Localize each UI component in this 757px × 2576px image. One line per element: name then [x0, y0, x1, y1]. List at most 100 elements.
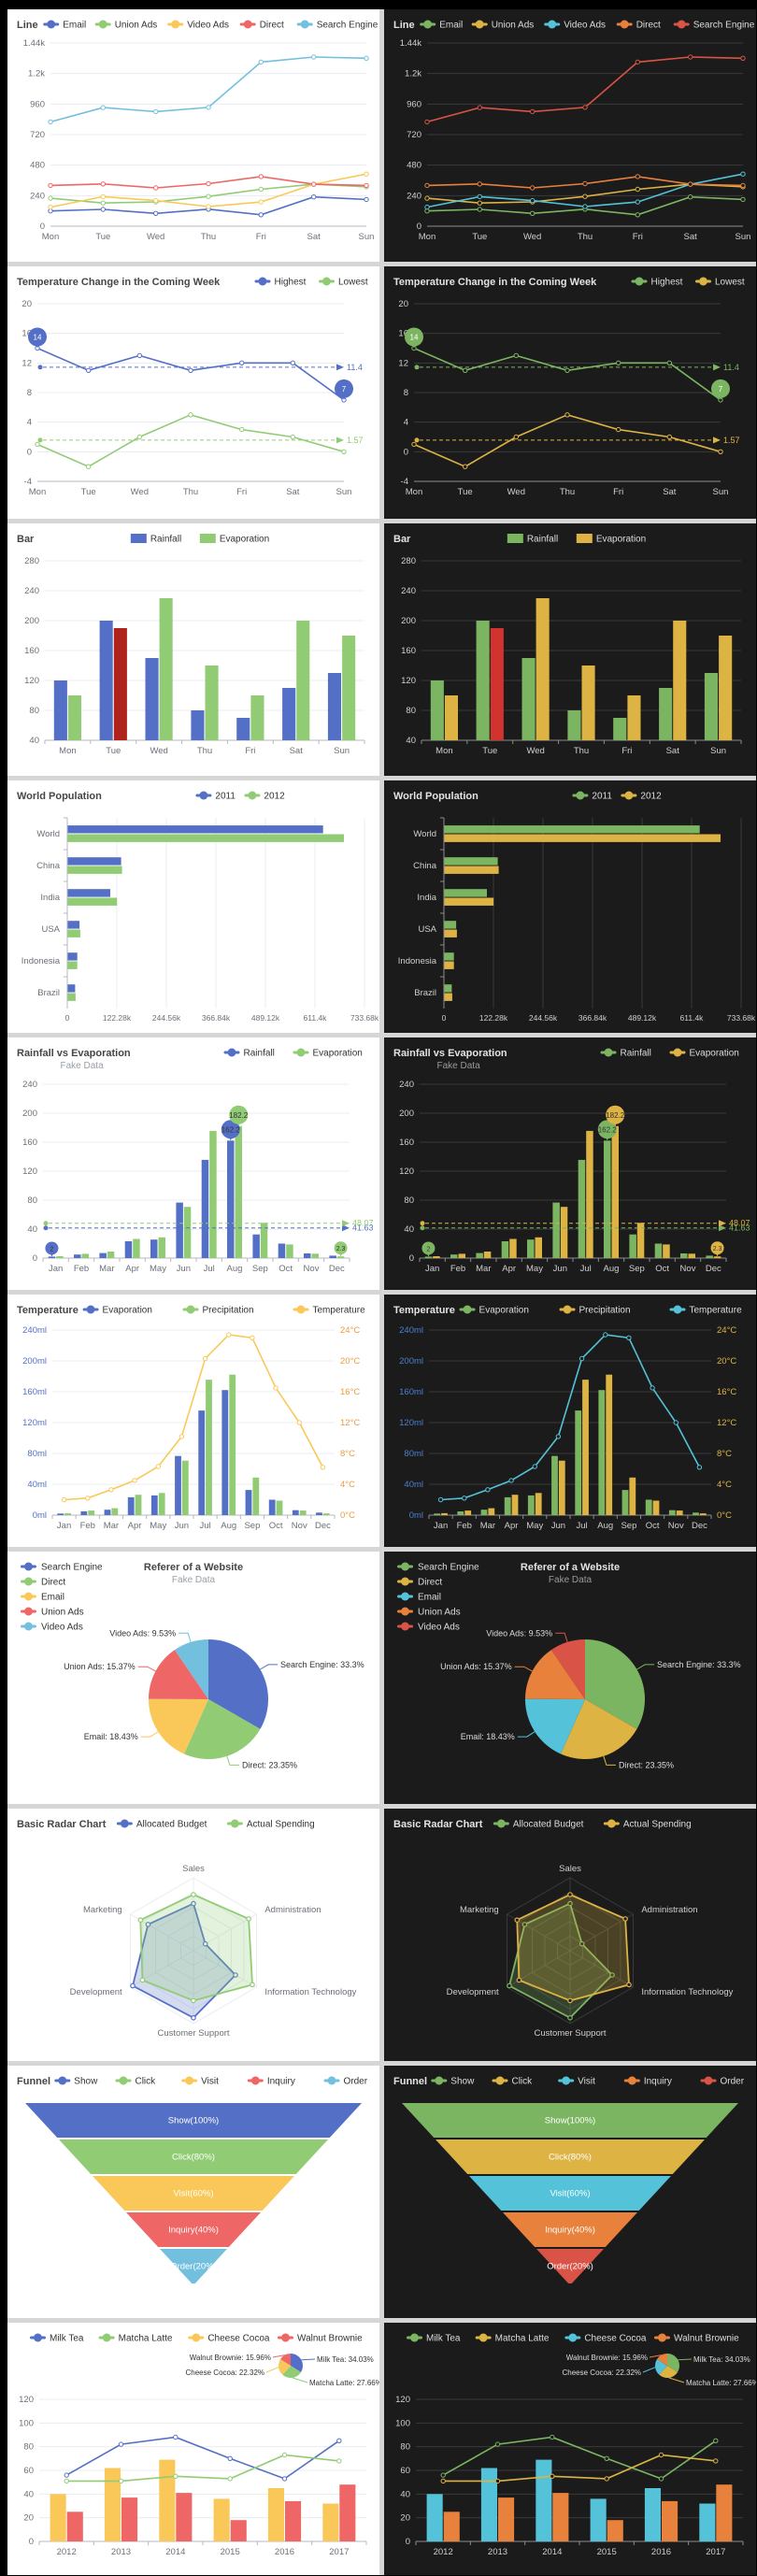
legend-item-search-engine[interactable]: Search Engine	[397, 1562, 479, 1573]
legend-item-milk-tea[interactable]: Milk Tea	[407, 2333, 461, 2344]
pie-slice-union-ads[interactable]: Union Ads: 15.37%	[64, 1650, 208, 1699]
legend-item-video-ads[interactable]: Video Ads	[544, 20, 606, 31]
funnel-slice-show[interactable]: Show(100%)	[25, 2103, 362, 2138]
legend-item-cheese-cocoa[interactable]: Cheese Cocoa	[188, 2333, 270, 2344]
funnel-slice-visit[interactable]: Visit(60%)	[469, 2176, 671, 2211]
legend-item-video-ads[interactable]: Video Ads	[167, 20, 229, 31]
pie-slice-search-engine[interactable]: Search Engine: 33.3%	[208, 1639, 364, 1729]
legend-item-walnut-brownie[interactable]: Walnut Brownie	[278, 2333, 363, 2344]
pie-slice-search-engine[interactable]: Search Engine: 33.3%	[585, 1639, 741, 1729]
legend-item-highest[interactable]: Highest	[254, 277, 307, 288]
funnel-slice-inquiry[interactable]: Inquiry(40%)	[503, 2212, 637, 2247]
legend-item-precipitation[interactable]: Precipitation	[182, 1305, 254, 1316]
funnel-slice-inquiry[interactable]: Inquiry(40%)	[126, 2212, 261, 2247]
legend-item-matcha-latte[interactable]: Matcha Latte	[475, 2333, 550, 2344]
legend-item-evaporation[interactable]: Evaporation	[576, 534, 646, 545]
legend-item-direct[interactable]: Direct	[21, 1577, 65, 1588]
legend-item-2012[interactable]: 2012	[621, 791, 662, 802]
legend-item-direct[interactable]: Direct	[397, 1577, 442, 1588]
legend-item-email[interactable]: Email	[397, 1592, 441, 1603]
legend-item-allocated-budget[interactable]: Allocated Budget	[116, 1819, 207, 1830]
legend-item-email[interactable]: Email	[420, 20, 463, 31]
legend-item-evaporation[interactable]: Evaporation	[199, 534, 269, 545]
legend-item-cheese-cocoa[interactable]: Cheese Cocoa	[564, 2333, 647, 2344]
svg-text:India: India	[417, 893, 436, 903]
legend-item-visit[interactable]: Visit	[181, 2076, 219, 2087]
legend-item-walnut-brownie[interactable]: Walnut Brownie	[654, 2333, 739, 2344]
legend-item-visit[interactable]: Visit	[558, 2076, 595, 2087]
legend-item-click[interactable]: Click	[492, 2076, 533, 2087]
x-axis: Mon Tue Wed Thu Fri Sat Sun	[29, 487, 352, 497]
svg-text:Matcha Latte: 27.66%: Matcha Latte: 27.66%	[309, 2379, 379, 2387]
legend-item-show[interactable]: Show	[431, 2076, 475, 2087]
funnel-slice-visit[interactable]: Visit(60%)	[93, 2176, 294, 2211]
funnel-slice-click[interactable]: Click(80%)	[59, 2140, 328, 2174]
funnel-slice-order[interactable]: Order(20%)	[160, 2249, 227, 2283]
legend-item-order[interactable]: Order	[700, 2076, 745, 2087]
svg-text:Jul: Jul	[204, 1264, 215, 1274]
pie-slice-union-ads[interactable]: Union Ads: 15.37%	[440, 1650, 585, 1699]
funnel-slice-click[interactable]: Click(80%)	[436, 2140, 705, 2174]
pie-slice-email[interactable]: Email: 18.43%	[84, 1698, 208, 1754]
legend-item-highest[interactable]: Highest	[631, 277, 683, 288]
svg-text:Video Ads: Video Ads	[41, 1623, 83, 1633]
legend-item-union-ads[interactable]: Union Ads	[397, 1607, 461, 1618]
legend-item-actual-spending[interactable]: Actual Spending	[226, 1819, 315, 1830]
legend-item-union-ads[interactable]: Union Ads	[471, 20, 535, 31]
legend-item-allocated-budget[interactable]: Allocated Budget	[493, 1819, 584, 1830]
legend-item-direct[interactable]: Direct	[239, 20, 284, 31]
legend-item-direct[interactable]: Direct	[616, 20, 661, 31]
legend-item-evaporation[interactable]: Evaporation	[669, 1048, 739, 1059]
legend-item-union-ads[interactable]: Union Ads	[94, 20, 158, 31]
legend-item-video-ads[interactable]: Video Ads	[397, 1622, 460, 1633]
legend-item-2011[interactable]: 2011	[195, 791, 236, 802]
legend-item-milk-tea[interactable]: Milk Tea	[30, 2333, 84, 2344]
svg-text:May: May	[526, 1521, 543, 1531]
legend-item-temperature[interactable]: Temperature	[669, 1305, 743, 1316]
svg-text:Fake Data: Fake Data	[437, 1061, 481, 1071]
legend-item-rainfall[interactable]: Rainfall	[130, 534, 181, 545]
legend-item-actual-spending[interactable]: Actual Spending	[603, 1819, 692, 1830]
svg-text:Thu: Thu	[578, 232, 593, 242]
legend-item-evaporation[interactable]: Evaporation	[293, 1048, 363, 1059]
legend-item-search-engine[interactable]: Search Engine	[296, 20, 378, 31]
legend-item-union-ads[interactable]: Union Ads	[21, 1607, 84, 1618]
legend-item-click[interactable]: Click	[115, 2076, 156, 2087]
legend-item-email[interactable]: Email	[21, 1592, 64, 1603]
legend-item-rainfall[interactable]: Rainfall	[223, 1048, 275, 1059]
svg-text:Bar: Bar	[17, 534, 35, 545]
legend-item-email[interactable]: Email	[43, 20, 86, 31]
legend-item-temperature[interactable]: Temperature	[293, 1305, 366, 1316]
legend-item-evaporation[interactable]: Evaporation	[82, 1305, 152, 1316]
legend-item-rainfall[interactable]: Rainfall	[507, 534, 558, 545]
legend-item-search-engine[interactable]: Search Engine	[21, 1562, 103, 1573]
legend-item-order[interactable]: Order	[323, 2076, 368, 2087]
legend-item-2012[interactable]: 2012	[244, 791, 285, 802]
legend-item-lowest[interactable]: Lowest	[695, 277, 745, 288]
legend-item-precipitation[interactable]: Precipitation	[559, 1305, 631, 1316]
legend-item-evaporation[interactable]: Evaporation	[459, 1305, 529, 1316]
svg-text:Apr: Apr	[502, 1264, 516, 1274]
funnel-slice-order[interactable]: Order(20%)	[536, 2249, 604, 2283]
funnel-slice-show[interactable]: Show(100%)	[402, 2103, 738, 2138]
pie-slice-video-ads[interactable]: Video Ads: 9.53%	[109, 1628, 208, 1699]
pie-slice-email[interactable]: Email: 18.43%	[461, 1698, 585, 1754]
svg-text:2011: 2011	[215, 792, 236, 802]
x-axis: Mon Tue Wed Thu Fri Sat Sun	[419, 232, 751, 242]
pie-slice-direct[interactable]: Direct: 23.35%	[560, 1699, 674, 1769]
svg-text:Temperature: Temperature	[393, 1305, 455, 1316]
pie-slice-direct[interactable]: Direct: 23.35%	[183, 1699, 297, 1769]
legend-item-search-engine[interactable]: Search Engine	[673, 20, 755, 31]
svg-text:1.57: 1.57	[347, 436, 364, 445]
legend-item-lowest[interactable]: Lowest	[319, 277, 368, 288]
pie-slice-video-ads[interactable]: Video Ads: 9.53%	[486, 1628, 585, 1699]
legend-item-rainfall[interactable]: Rainfall	[600, 1048, 651, 1059]
legend-item-inquiry[interactable]: Inquiry	[247, 2076, 295, 2087]
svg-text:Order(20%): Order(20%)	[170, 2262, 217, 2272]
legend-item-show[interactable]: Show	[54, 2076, 98, 2087]
legend-item-inquiry[interactable]: Inquiry	[623, 2076, 672, 2087]
legend-item-video-ads[interactable]: Video Ads	[21, 1622, 83, 1633]
legend-item-matcha-latte[interactable]: Matcha Latte	[98, 2333, 173, 2344]
legend-item-2011[interactable]: 2011	[572, 791, 612, 802]
svg-text:733.68k: 733.68k	[727, 1013, 756, 1023]
